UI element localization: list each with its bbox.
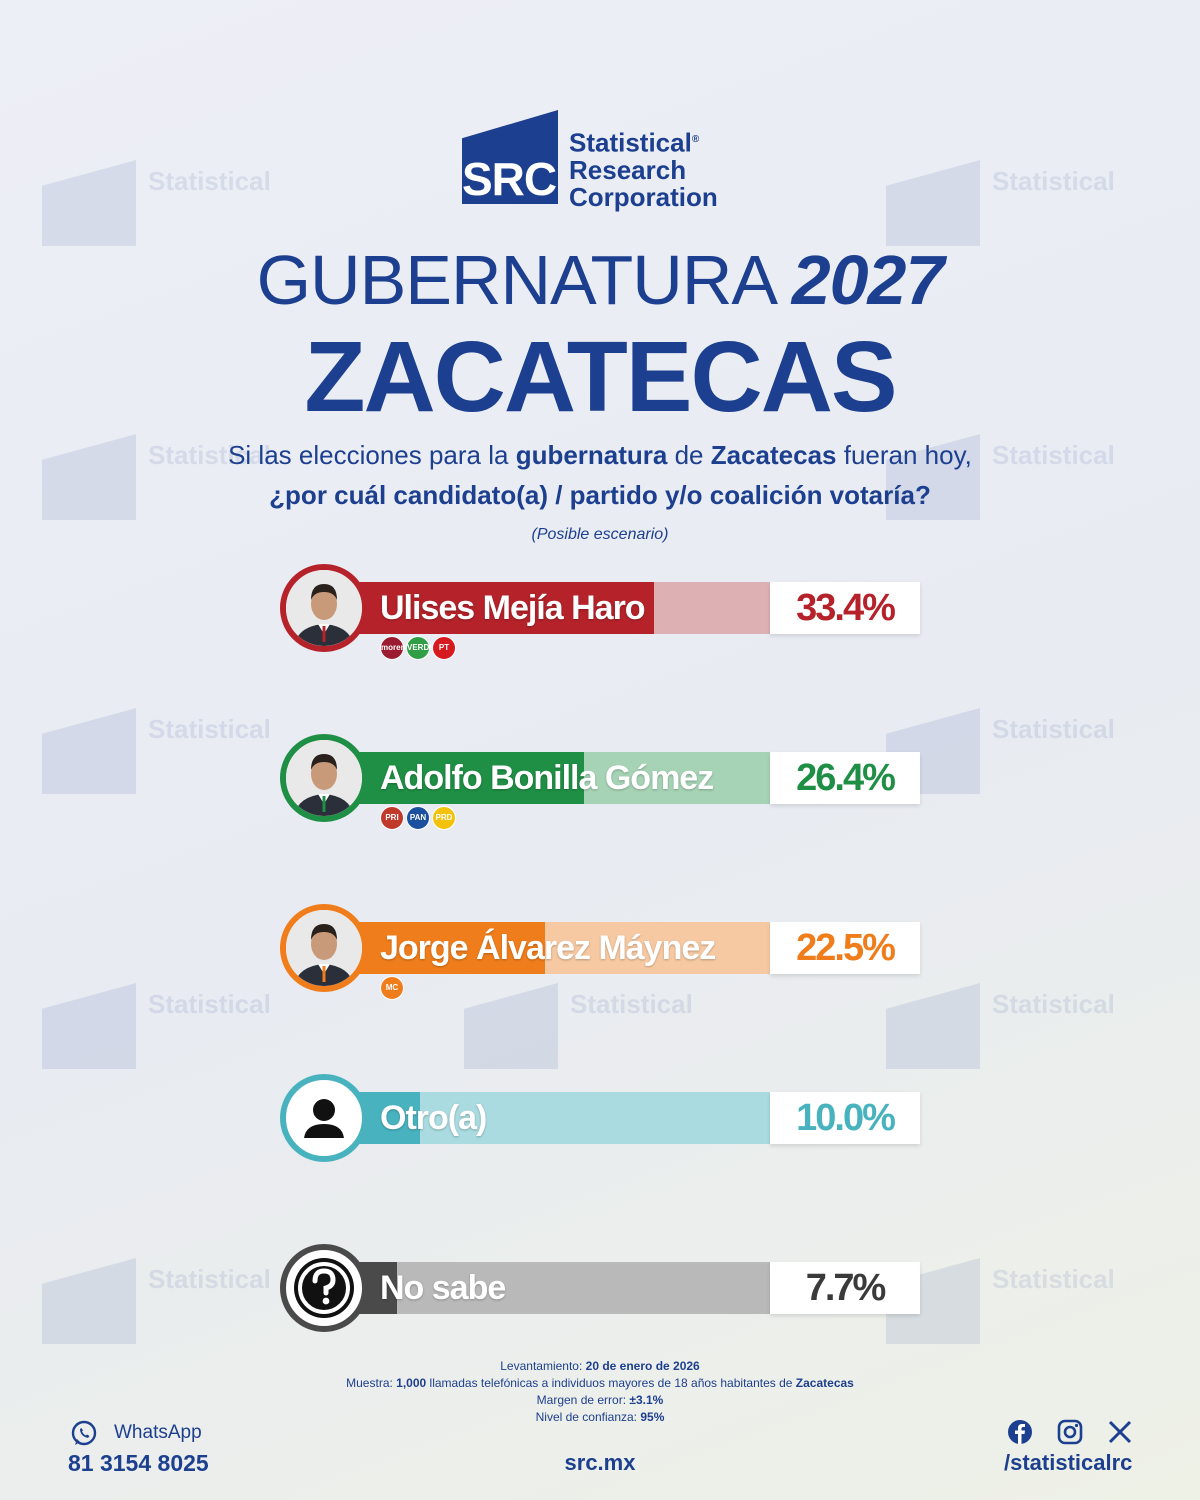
party-logo-icon: MC	[380, 976, 404, 1000]
scenario-note: (Posible escenario)	[531, 526, 669, 543]
bar-row: 26.4% Adolfo Bonilla Gómez PRI PAN PRD	[280, 734, 930, 830]
logo-mark-text: SRC	[462, 153, 557, 205]
watermark: Statistical	[42, 152, 322, 252]
bar-row: 22.5% Jorge Álvarez Máynez MC	[280, 904, 930, 1000]
candidate-photo-icon	[280, 564, 368, 652]
value-box: 33.4%	[770, 582, 920, 634]
category-label: Ulises Mejía Haro	[380, 589, 646, 627]
category-label: Jorge Álvarez Máynez	[380, 929, 716, 967]
question-line-2: ¿por cuál candidato(a) / partido y/o coa…	[269, 480, 931, 510]
whatsapp-number[interactable]: 81 3154 8025	[68, 1450, 209, 1476]
bar-track	[320, 582, 770, 634]
src-logo: SRC Statistical® Research Corporation	[462, 110, 752, 210]
bar-track	[320, 922, 770, 974]
candidate-photo-icon	[280, 734, 368, 822]
value-box: 22.5%	[770, 922, 920, 974]
question-mark-icon	[280, 1244, 368, 1332]
question-line-1: Si las elecciones para la gubernatura de…	[228, 440, 972, 470]
value-label: 33.4%	[796, 587, 896, 629]
value-box: 26.4%	[770, 752, 920, 804]
methodology-notes: Levantamiento: 20 de enero de 2026 Muest…	[346, 1359, 854, 1424]
person-silhouette-icon	[280, 1074, 368, 1162]
whatsapp-contact[interactable]: WhatsApp	[70, 1420, 202, 1453]
page-title: GUBERNATURA 2027	[256, 241, 945, 319]
bar-row: 10.0% Otro(a)	[280, 1074, 930, 1170]
value-label: 10.0%	[796, 1097, 896, 1139]
whatsapp-icon	[71, 1420, 97, 1446]
instagram-icon[interactable]	[1056, 1418, 1084, 1446]
category-label: No sabe	[380, 1269, 506, 1307]
party-logo-icon: PRI	[380, 806, 404, 830]
social-handle[interactable]: /statisticalrc	[1004, 1450, 1133, 1475]
facebook-icon[interactable]	[1006, 1418, 1034, 1446]
value-label: 22.5%	[796, 927, 896, 969]
social-icons	[1006, 1418, 1136, 1448]
value-label: 26.4%	[796, 757, 896, 799]
value-box: 10.0%	[770, 1092, 920, 1144]
party-logo-icon: PT	[432, 636, 456, 660]
party-logo-icon: PAN	[406, 806, 430, 830]
bar	[320, 582, 654, 634]
party-logo-icon: morena	[380, 636, 410, 660]
value-box: 7.7%	[770, 1262, 920, 1314]
state-title: ZACATECAS	[304, 321, 897, 433]
category-label: Adolfo Bonilla Gómez	[380, 759, 714, 797]
party-logo-icon: PRD	[432, 806, 456, 830]
watermark: Statistical	[886, 152, 1166, 252]
bar-row: 33.4% Ulises Mejía Haro morena VERDE PT	[280, 564, 930, 660]
whatsapp-label: WhatsApp	[114, 1422, 202, 1443]
candidate-photo-icon	[280, 904, 368, 992]
party-logo-icon: VERDE	[406, 636, 435, 660]
bar-row: 7.7% No sabe	[280, 1244, 930, 1340]
x-icon[interactable]	[1106, 1418, 1134, 1446]
value-label: 7.7%	[805, 1267, 887, 1309]
website-link[interactable]: src.mx	[564, 1450, 636, 1475]
category-label: Otro(a)	[380, 1099, 487, 1137]
logo-name: Statistical® Research Corporation	[569, 127, 718, 212]
